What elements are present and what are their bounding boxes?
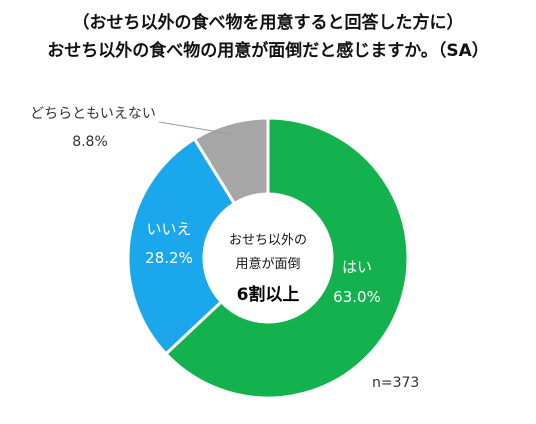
other-leader-line xyxy=(158,121,232,135)
label-value-other: 8.8% xyxy=(72,134,108,150)
slice-other xyxy=(192,116,270,206)
center-text: おせち以外の 用意が面倒 6割以上 xyxy=(229,233,307,305)
label-name-no: いいえ xyxy=(146,220,191,238)
center-line1: おせち以外の xyxy=(229,233,307,248)
slice-no xyxy=(126,136,237,356)
label-name-other: どちらともいえない xyxy=(30,106,156,122)
sample-size: n=373 xyxy=(372,375,419,391)
center-line2: 用意が面倒 xyxy=(235,256,300,272)
center-line3: 6割以上 xyxy=(237,284,300,305)
label-value-yes: 63.0% xyxy=(333,288,381,306)
slice-labels: はい 63.0% いいえ 28.2% どちらともいえない 8.8% xyxy=(30,106,381,306)
slice-yes xyxy=(163,116,410,400)
label-value-no: 28.2% xyxy=(145,249,193,267)
pie-slices xyxy=(126,116,410,400)
chart-title-line1: （おせち以外の食べ物を用意すると回答した方に） xyxy=(72,13,464,33)
label-name-yes: はい xyxy=(342,258,372,276)
chart-title-line2: おせち以外の食べ物の用意が面倒だと感じますか。（SA） xyxy=(47,41,489,61)
